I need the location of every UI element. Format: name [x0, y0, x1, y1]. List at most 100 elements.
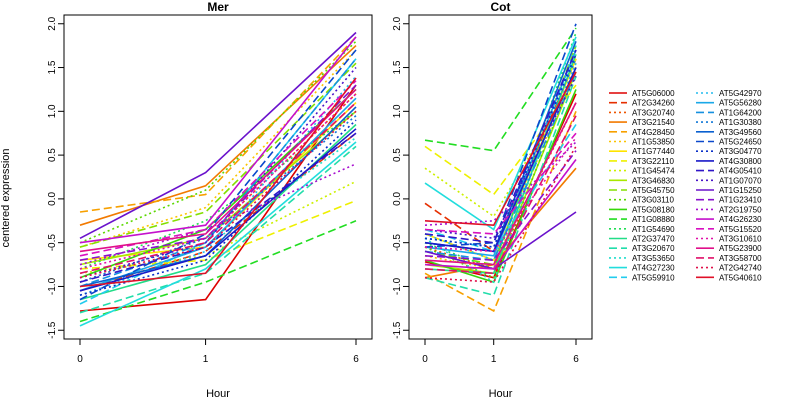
- series-line: [424, 150, 577, 262]
- series-line: [424, 102, 577, 266]
- legend-label: AT1G54690: [632, 225, 675, 234]
- x-tick-label: 6: [573, 354, 579, 365]
- legend-label: AT1G77440: [632, 147, 675, 156]
- series-line: [79, 102, 357, 275]
- legend-label: AT3G22110: [632, 157, 675, 166]
- legend-label: AT3G53650: [632, 254, 675, 263]
- series-line: [424, 49, 577, 257]
- legend-label: AT5G45750: [632, 186, 675, 195]
- legend-label: AT3G03110: [632, 196, 675, 205]
- series-line: [79, 80, 357, 257]
- legend-label: AT4G30800: [719, 157, 762, 166]
- legend-label: AT1G15250: [719, 186, 762, 195]
- x-tick-label: 6: [353, 354, 359, 365]
- legend-label: AT1G45474: [632, 167, 675, 176]
- series-line: [79, 49, 357, 248]
- legend: AT5G06000AT2G34260AT3G20740AT3G21540AT4G…: [609, 89, 762, 282]
- y-axis-label: centered expression: [0, 148, 12, 247]
- series-line: [424, 71, 577, 227]
- plot-frame: [63, 14, 373, 340]
- series-line: [79, 132, 357, 283]
- legend-label: AT3G46830: [632, 176, 675, 185]
- x-axis-label: Hour: [206, 388, 230, 400]
- legend-label: AT3G20740: [632, 108, 675, 117]
- legend-label: AT2G42740: [719, 264, 762, 273]
- series-line: [424, 45, 577, 284]
- legend-label: AT5G08180: [632, 205, 675, 214]
- y-tick-label: 2.0: [47, 16, 58, 30]
- series-line: [424, 75, 577, 240]
- legend-label: AT1G08880: [632, 215, 675, 224]
- y-tick-label: -1.5: [392, 321, 403, 339]
- y-tick-label: 0.0: [47, 192, 58, 206]
- series-line: [424, 36, 577, 231]
- legend-label: AT3G04770: [719, 147, 762, 156]
- series-line: [79, 141, 357, 327]
- y-tick-label: 2.0: [392, 16, 403, 30]
- legend-label: AT4G28450: [632, 128, 675, 137]
- panel-title: Mer: [207, 0, 229, 14]
- series-line: [79, 36, 357, 244]
- plot-frame: [408, 14, 593, 340]
- series-line: [79, 119, 357, 296]
- x-tick-label: 0: [77, 354, 83, 365]
- y-tick-label: -1.0: [392, 277, 403, 295]
- legend-label: AT4G26230: [719, 215, 762, 224]
- y-tick-label: 1.5: [392, 60, 403, 74]
- y-tick-label: 0.5: [392, 148, 403, 162]
- legend-label: AT5G23900: [719, 244, 762, 253]
- series-line: [424, 159, 577, 270]
- x-tick-label: 1: [203, 354, 209, 365]
- series-line: [79, 77, 357, 288]
- series-line: [424, 115, 577, 275]
- legend-label: AT4G05410: [719, 167, 762, 176]
- legend-label: AT5G06000: [632, 89, 675, 98]
- legend-label: AT2G19750: [719, 205, 762, 214]
- legend-label: AT5G24650: [719, 138, 762, 147]
- legend-label: AT1G64200: [719, 108, 762, 117]
- series-line: [79, 145, 357, 314]
- legend-label: AT5G40610: [719, 273, 762, 282]
- series-line: [424, 49, 577, 244]
- legend-label: AT1G23410: [719, 196, 762, 205]
- y-tick-label: 0.5: [47, 148, 58, 162]
- series-line: [79, 31, 357, 240]
- series-line: [79, 88, 357, 253]
- legend-label: AT2G34260: [632, 99, 675, 108]
- series-line: [79, 84, 357, 261]
- y-tick-label: 1.0: [47, 104, 58, 118]
- series-line: [79, 132, 357, 292]
- legend-label: AT3G20670: [632, 244, 675, 253]
- series-line: [79, 75, 357, 296]
- legend-label: AT5G15520: [719, 225, 762, 234]
- series-line: [79, 62, 357, 248]
- y-tick-label: -0.5: [392, 234, 403, 252]
- x-tick-label: 0: [422, 354, 428, 365]
- legend-label: AT5G56280: [719, 99, 762, 108]
- series-line: [424, 110, 577, 313]
- legend-label: AT5G42970: [719, 89, 762, 98]
- legend-label: AT3G21540: [632, 118, 675, 127]
- y-tick-label: 1.5: [47, 60, 58, 74]
- legend-label: AT3G10610: [719, 235, 762, 244]
- legend-label: AT1G30380: [719, 118, 762, 127]
- y-tick-label: -0.5: [47, 234, 58, 252]
- legend-label: AT3G49560: [719, 128, 762, 137]
- series-line: [79, 66, 357, 279]
- series-line: [79, 220, 357, 323]
- x-axis-label: Hour: [489, 388, 513, 400]
- x-tick-label: 1: [491, 354, 497, 365]
- y-tick-label: 1.0: [392, 104, 403, 118]
- legend-label: AT3G58700: [719, 254, 762, 263]
- y-tick-label: -1.0: [47, 277, 58, 295]
- series-line: [79, 163, 357, 266]
- series-line: [79, 40, 357, 244]
- cot-panel: Cot -1.5 -1.0 -0.5 0.0 0.5 1.0 1.5 2.0 0 1 6 Hour: [392, 0, 593, 400]
- panel-title: Cot: [491, 0, 511, 14]
- legend-label: AT5G59910: [632, 273, 675, 282]
- series-line: [79, 36, 357, 213]
- mer-panel: Mer -1.5 -1.0 -0.5 0.0 0.5 1.0 1.5 2.0 0 1 6 Hour: [47, 0, 373, 400]
- y-tick-label: 0.0: [392, 192, 403, 206]
- series-line: [79, 49, 357, 301]
